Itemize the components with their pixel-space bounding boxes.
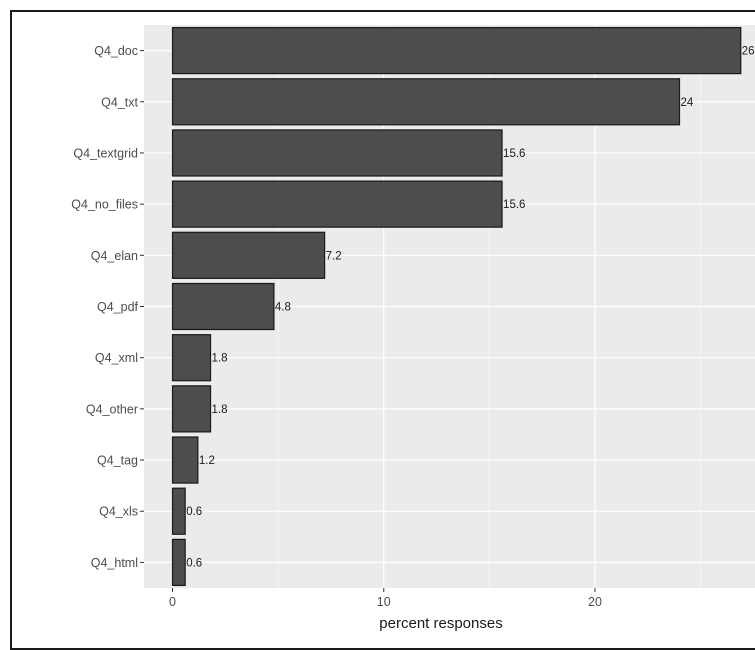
y-tick-label: Q4_xml <box>95 351 138 365</box>
bar <box>171 180 503 228</box>
bar-chart: 26.9 24 15.6 15.6 7.2 4.8 1.8 1.8 1.2 0.6 0.6 Q4_d… <box>71 25 755 632</box>
data-label: 15.6 <box>503 148 525 160</box>
y-tick-label: Q4_no_files <box>71 198 138 212</box>
data-label: 0.6 <box>186 557 202 569</box>
data-label: 1.8 <box>212 404 228 416</box>
y-tick-label: Q4_pdf <box>97 300 139 314</box>
bar <box>171 538 186 587</box>
y-tick-label: Q4_txt <box>101 95 138 109</box>
x-tick-label: 0 <box>169 595 176 609</box>
data-label: 1.8 <box>212 353 228 365</box>
y-tick-label: Q4_elan <box>91 249 138 263</box>
y-tick-label: Q4_other <box>86 402 138 416</box>
y-tick-label: Q4_doc <box>94 44 138 58</box>
bar <box>171 436 199 484</box>
bar <box>171 282 275 331</box>
x-tick-label: 20 <box>588 595 602 609</box>
bar <box>171 129 503 177</box>
y-tick-label: Q4_xls <box>99 505 138 519</box>
data-label: 7.2 <box>326 250 342 262</box>
data-label: 1.2 <box>199 455 215 467</box>
bar <box>171 385 212 433</box>
bar <box>171 487 186 535</box>
x-axis-title: percent responses <box>379 615 502 632</box>
y-axis: Q4_doc Q4_txt Q4_textgrid Q4_no_files Q4_ela… <box>71 44 144 570</box>
bar <box>171 26 742 75</box>
y-tick-label: Q4_tag <box>97 454 138 468</box>
data-label: 15.6 <box>503 199 525 211</box>
x-axis: 0 10 20 <box>169 588 602 609</box>
y-tick-label: Q4_html <box>91 556 138 570</box>
data-label: 4.8 <box>275 302 291 314</box>
data-label: 0.6 <box>186 506 202 518</box>
data-label: 24 <box>681 97 694 109</box>
chart-frame: 26.9 24 15.6 15.6 7.2 4.8 1.8 1.8 1.2 0.6 0.6 Q4_d… <box>10 10 755 650</box>
bar <box>171 78 681 126</box>
y-tick-label: Q4_textgrid <box>73 146 138 160</box>
x-tick-label: 10 <box>377 595 391 609</box>
value-labels: 26.9 24 15.6 15.6 7.2 4.8 1.8 1.8 1.2 0.6 0.6 <box>186 46 755 570</box>
bar <box>171 231 326 279</box>
bars <box>171 26 742 587</box>
bar <box>171 334 212 382</box>
data-label: 26.9 <box>742 46 755 58</box>
